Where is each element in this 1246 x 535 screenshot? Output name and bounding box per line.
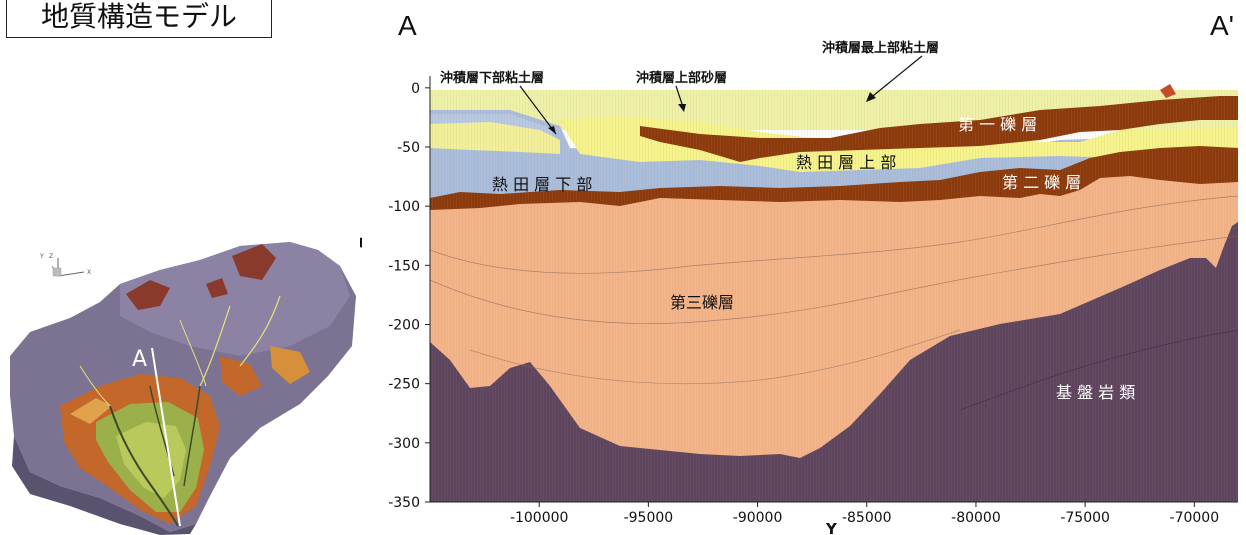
- annotation-top-clay-text: 沖積層最上部粘土層: [822, 40, 939, 56]
- lowland-patch: [70, 398, 112, 424]
- y-tick-label: -80000: [951, 510, 1001, 526]
- contour-line: [430, 235, 1238, 324]
- z-tick-label: -100: [388, 199, 420, 215]
- y-tick-label: -85000: [842, 510, 892, 526]
- lowland-patch: [270, 346, 310, 384]
- z-tick-label: -150: [388, 258, 420, 274]
- mountain-zone: [120, 242, 350, 356]
- title-box: 地質構造モデル: [6, 0, 272, 38]
- river-line: [239, 295, 281, 367]
- y-tick-label: -70000: [1170, 510, 1220, 526]
- layer-label-atsuta-lower: 熱 田 層 下 部: [492, 175, 592, 194]
- z-tick-group: 0 -50 -100 -150 -200 -250 -300 -350: [388, 81, 430, 511]
- z-tick-label: -250: [388, 377, 420, 393]
- contour-line: [959, 329, 1238, 411]
- annotation-upper-sand: 沖積層上部砂層: [636, 70, 727, 112]
- terrain-side-face: [12, 436, 196, 535]
- high-terrain-patch: [206, 278, 228, 298]
- annotation-lower-clay: 沖積層下部粘土層: [440, 70, 557, 135]
- lowland-patch: [220, 356, 262, 396]
- section-line-label: A: [132, 347, 147, 372]
- annotation-top-clay: 沖積層最上部粘土層: [822, 40, 939, 102]
- y-tick-label: -95000: [624, 510, 674, 526]
- z-tick-label: -350: [388, 495, 420, 511]
- y-tick-label: -75000: [1060, 510, 1110, 526]
- terrain-model-map: Y Z X A: [10, 242, 356, 535]
- annotation-lower-clay-text: 沖積層下部粘土層: [440, 70, 544, 86]
- river-line: [179, 319, 207, 387]
- axis-y-label: Y: [39, 253, 44, 260]
- section-line: [151, 347, 181, 527]
- annotation-upper-sand-text: 沖積層上部砂層: [636, 70, 727, 86]
- river-line: [199, 305, 231, 387]
- y-tick-group: -100000 -95000 -90000 -85000 -80000 -75000 -70…: [510, 502, 1219, 526]
- layer-label-second-gravel: 第 二 礫 層: [1002, 173, 1081, 192]
- grid-hatch: [430, 90, 1238, 502]
- z-tick-label: -300: [388, 436, 420, 452]
- section-start-label: A: [398, 10, 417, 41]
- high-terrain-patch: [126, 280, 170, 310]
- layer-label-atsuta-upper: 熱 田 層 上 部: [796, 153, 896, 172]
- contour-line: [430, 195, 1238, 274]
- z-axis-label: Z: [360, 237, 366, 248]
- river-line: [109, 405, 179, 527]
- high-terrain-patch: [232, 244, 276, 280]
- z-tick-label: -50: [397, 140, 420, 156]
- axis-x-label: X: [87, 269, 91, 276]
- geologic-cross-section: 0 -50 -100 -150 -200 -250 -300 -350 -100000 -950…: [360, 40, 1238, 535]
- y-tick-label: -100000: [510, 510, 569, 526]
- layer-label-third-gravel: 第三礫層: [670, 293, 734, 312]
- river-line: [79, 365, 111, 407]
- arrowhead-icon: [866, 92, 876, 102]
- layer-label-basement: 基 盤 岩 類: [1056, 383, 1135, 402]
- axis-z-label: Z: [49, 253, 53, 260]
- lowland-yellow-green: [116, 422, 186, 498]
- river-line: [183, 385, 201, 487]
- layer-label-first-gravel: 第 一 礫 層: [958, 115, 1037, 134]
- title-text: 地質構造モデル: [40, 0, 237, 33]
- z-tick-label: -200: [388, 318, 420, 334]
- arrowhead-icon: [548, 126, 556, 134]
- annotation-arrow: [519, 85, 557, 135]
- axis-triad-icon: Y Z X: [39, 253, 91, 277]
- arrowhead-icon: [678, 104, 686, 112]
- y-tick-label: -90000: [733, 510, 783, 526]
- section-end-label: A': [1210, 10, 1235, 41]
- annotation-arrow: [867, 55, 923, 101]
- contour-line: [469, 329, 961, 385]
- surface-patch: [1160, 84, 1176, 98]
- z-tick-label: 0: [411, 81, 420, 97]
- y-axis-label: Y: [825, 520, 838, 535]
